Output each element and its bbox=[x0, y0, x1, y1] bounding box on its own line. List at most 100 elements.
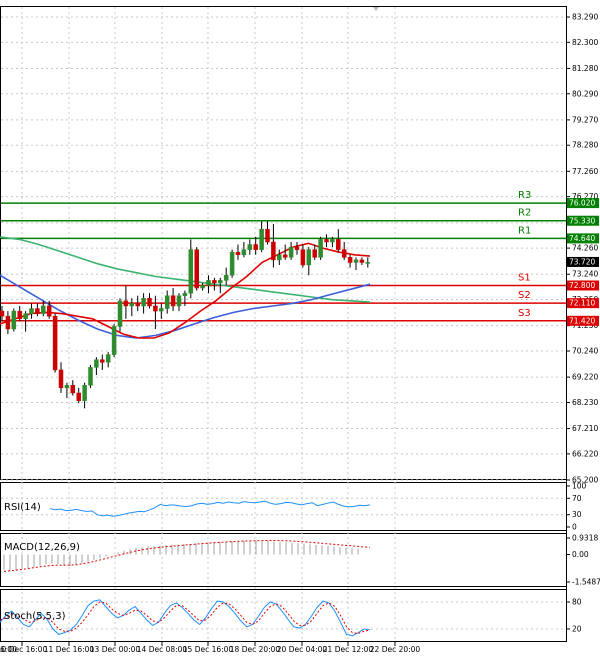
candle-body bbox=[176, 295, 182, 307]
candle-body bbox=[105, 354, 111, 363]
y-tick-label: 69.220 bbox=[572, 373, 598, 382]
candle-body bbox=[41, 305, 46, 314]
x-tick-label: 21 Dec 12:00 bbox=[323, 645, 374, 654]
candle-body bbox=[365, 262, 371, 264]
candle-body bbox=[17, 310, 22, 320]
candle-body bbox=[46, 305, 52, 317]
rsi-line bbox=[49, 500, 371, 517]
rsi-tick-label: 30 bbox=[572, 510, 582, 519]
x-tick-label: 13 Dec 00:00 bbox=[90, 645, 141, 654]
candle-body bbox=[141, 298, 146, 307]
level-label-r1: R1 bbox=[518, 225, 531, 236]
rsi-tick-label: 70 bbox=[572, 494, 582, 503]
level-label-s3: S3 bbox=[518, 308, 531, 319]
rsi-panel-frame bbox=[0, 482, 567, 531]
scroll-marker-icon[interactable] bbox=[373, 7, 379, 11]
candle-body bbox=[341, 249, 347, 258]
y-tick-label: 80.290 bbox=[572, 89, 598, 98]
level-tag-s2: 72.110 bbox=[569, 299, 595, 308]
price-axis: 83.290 82.300 81.280 80.290 79.270 78.280 77.2… bbox=[566, 13, 598, 485]
y-tick-label: 65.200 bbox=[572, 476, 598, 485]
y-tick-label: 76.270 bbox=[572, 192, 598, 201]
stoch-d-line bbox=[0, 601, 371, 635]
macd-tick-label: 0.9318 bbox=[572, 534, 598, 543]
y-tick-label: 67.210 bbox=[572, 424, 598, 433]
candle-body bbox=[247, 244, 253, 250]
y-tick-label: 79.270 bbox=[572, 115, 598, 124]
x-tick-label: 10 Dec 16:00 bbox=[0, 645, 47, 654]
stoch-tick-label: 20 bbox=[572, 625, 582, 634]
x-tick-label: 20 Dec 04:00 bbox=[277, 645, 328, 654]
level-tag-s3: 71.420 bbox=[569, 316, 595, 325]
ma-green-line bbox=[0, 236, 371, 303]
candle-body bbox=[324, 239, 329, 243]
candle-body bbox=[229, 251, 235, 276]
stoch-indicator: 80 20 bbox=[0, 598, 582, 637]
candle-body bbox=[82, 385, 87, 401]
level-label-s2: S2 bbox=[518, 290, 531, 301]
candle-body bbox=[159, 308, 164, 312]
candle-body bbox=[147, 298, 152, 307]
candle-body bbox=[100, 359, 105, 363]
candle-body bbox=[76, 392, 81, 401]
level-label-s1: S1 bbox=[518, 272, 531, 283]
candle-body bbox=[259, 228, 264, 250]
candle-body bbox=[306, 249, 312, 266]
ma-red-line bbox=[0, 242, 371, 339]
candle-body bbox=[300, 249, 306, 266]
x-tick-label: 18 Dec 20:00 bbox=[230, 645, 281, 654]
y-tick-label: 78.280 bbox=[572, 141, 598, 150]
candle-body bbox=[29, 308, 34, 314]
candle-body bbox=[223, 274, 229, 281]
level-tag-bg bbox=[567, 315, 599, 326]
candle-body bbox=[64, 385, 70, 389]
y-tick-label: 68.230 bbox=[572, 398, 598, 407]
level-tag-bg bbox=[567, 198, 599, 209]
candle-body bbox=[70, 385, 76, 394]
candle-body bbox=[282, 254, 288, 258]
candle-body bbox=[206, 280, 211, 286]
current-price-tag-bg bbox=[567, 256, 599, 267]
stoch-label: Stoch(5,5,3) bbox=[4, 611, 66, 622]
candle-body bbox=[294, 246, 300, 250]
level-tag-bg bbox=[567, 215, 599, 226]
candle-body bbox=[312, 249, 317, 258]
rsi-tick-label: 0 bbox=[572, 523, 577, 532]
candle-body bbox=[170, 295, 176, 307]
rsi-indicator: 100 70 30 0 bbox=[1, 482, 587, 532]
level-tag-r1: 74.640 bbox=[569, 234, 595, 243]
candle-body bbox=[188, 249, 194, 294]
candle-body bbox=[111, 326, 117, 355]
current-price-tag: 73.720 bbox=[569, 258, 595, 267]
candle-body bbox=[35, 308, 40, 314]
level-tag-s1: 72.800 bbox=[569, 281, 595, 290]
candle-body bbox=[88, 367, 93, 386]
candle-body bbox=[336, 239, 341, 250]
level-label-r3: R3 bbox=[518, 190, 531, 201]
ma-blue-line bbox=[0, 274, 371, 339]
y-tick-label: 82.300 bbox=[572, 38, 598, 47]
candle-body bbox=[353, 259, 359, 263]
candle-body bbox=[330, 239, 335, 243]
x-tick-label: 11 Dec 16:00 bbox=[44, 645, 95, 654]
stoch-k-line bbox=[0, 599, 371, 637]
macd-panel-frame bbox=[0, 533, 567, 587]
candle-body bbox=[58, 369, 64, 389]
candle-body bbox=[359, 259, 365, 263]
candle-body bbox=[123, 300, 129, 307]
candle-body bbox=[11, 310, 17, 330]
macd-tick-label: 0.00 bbox=[572, 550, 589, 559]
moving-averages bbox=[0, 236, 371, 339]
candle-body bbox=[5, 315, 11, 330]
candle-body bbox=[117, 300, 123, 327]
candle-body bbox=[241, 249, 247, 256]
candle-body bbox=[212, 280, 217, 284]
level-tag-r2: 75.330 bbox=[569, 216, 595, 225]
level-tag-bg bbox=[567, 233, 599, 244]
level-label-r2: R2 bbox=[518, 208, 531, 219]
y-tick-label: 66.220 bbox=[572, 449, 598, 458]
candle-body bbox=[218, 280, 223, 284]
x-tick-label: 14 Dec 08:00 bbox=[137, 645, 188, 654]
grid-layer bbox=[1, 7, 566, 642]
